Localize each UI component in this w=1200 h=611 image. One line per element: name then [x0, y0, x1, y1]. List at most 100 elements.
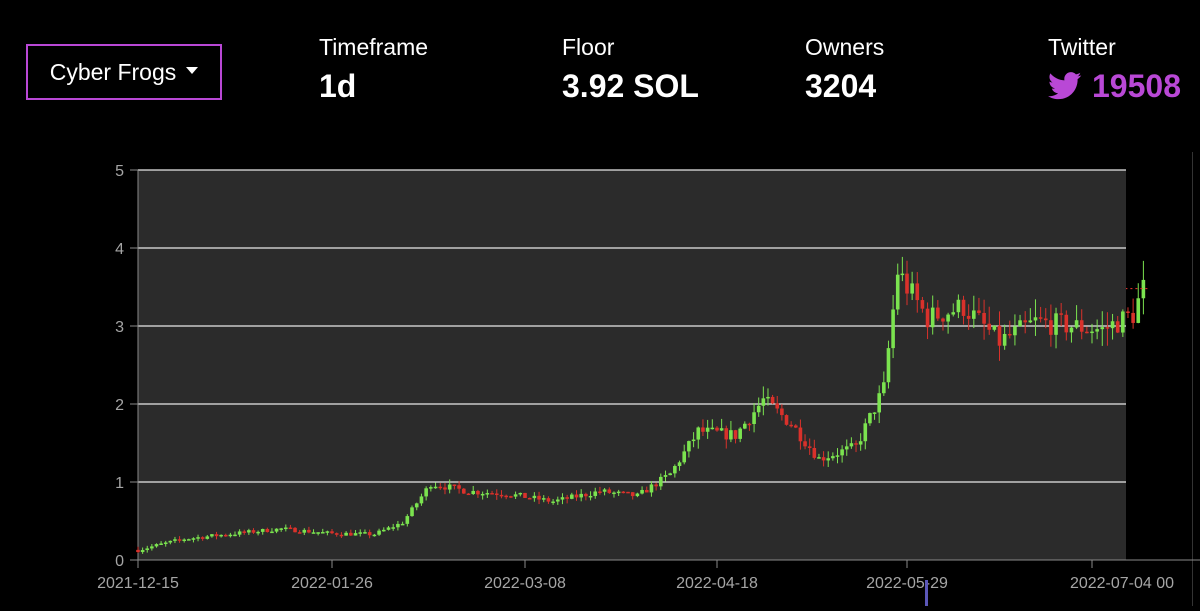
candle-body — [182, 539, 186, 541]
candle-body — [951, 312, 956, 315]
candle-body — [363, 532, 367, 534]
candle-body — [821, 457, 826, 461]
candle-body — [480, 493, 485, 496]
twitter-value-row[interactable]: 19508 — [1048, 68, 1181, 104]
candle-body — [523, 492, 527, 498]
candle-body — [405, 516, 410, 524]
candlestick-chart-svg[interactable]: 0 1 2 3 4 5 2021-12-15 2022-01-26 2022-03-08 2022… — [0, 150, 1200, 606]
candle-body — [223, 534, 228, 537]
candle-body — [900, 273, 905, 276]
candle-body — [946, 314, 950, 322]
candle-body — [565, 497, 569, 499]
candle-body — [621, 491, 626, 494]
candle-body — [593, 491, 598, 496]
candle-body — [136, 549, 140, 553]
candle-body — [729, 430, 733, 440]
candle-body — [400, 523, 405, 526]
stat-floor: Floor 3.92 SOL — [562, 34, 699, 104]
candle-body — [696, 427, 701, 440]
candle-body — [752, 412, 756, 425]
candle-body — [191, 538, 196, 540]
candle-body — [513, 494, 518, 497]
candle-body — [555, 499, 560, 502]
candle-body — [863, 423, 868, 442]
candle-body — [1007, 333, 1012, 336]
candle-body — [210, 534, 214, 537]
y-tick-label: 0 — [115, 553, 124, 570]
candle-body — [494, 493, 499, 496]
candle-body — [612, 492, 616, 495]
candle-body — [1069, 327, 1074, 333]
candle-body — [457, 485, 461, 489]
candle-body — [1002, 333, 1007, 346]
candle-body — [738, 428, 742, 439]
stat-twitter[interactable]: Twitter 19508 — [1048, 34, 1181, 104]
candle-body — [1085, 331, 1089, 334]
owners-label: Owners — [805, 34, 885, 60]
candle-body — [1023, 320, 1027, 323]
candle-body — [443, 487, 447, 490]
candle-body — [1074, 320, 1079, 328]
candle-body — [196, 537, 200, 539]
candle-body — [372, 534, 377, 537]
candle-body — [588, 495, 593, 498]
twitter-count: 19508 — [1092, 68, 1181, 104]
collection-dropdown[interactable]: Cyber Frogs — [26, 44, 222, 100]
candle-body — [288, 527, 293, 530]
candle-body — [956, 299, 961, 313]
candle-body — [961, 299, 966, 316]
candle-body — [419, 496, 424, 504]
stat-timeframe: Timeframe 1d — [319, 34, 428, 104]
candle-body — [367, 532, 372, 536]
candle-body — [391, 527, 395, 529]
candle-body — [527, 497, 532, 500]
candle-body — [1126, 311, 1130, 313]
candle-body — [644, 489, 649, 493]
twitter-bird-icon — [1048, 72, 1082, 100]
candle-body — [701, 427, 705, 432]
candle-body — [682, 451, 687, 463]
candle-body — [719, 428, 724, 431]
x-tick-label: 2022-05-29 — [866, 575, 948, 592]
candle-body — [447, 484, 452, 490]
candle-body — [1033, 317, 1038, 321]
candle-body — [228, 534, 233, 537]
x-tick-label: 2022-07-04 00 — [1070, 575, 1174, 592]
y-tick-label: 4 — [115, 241, 124, 258]
floor-value: 3.92 SOL — [562, 68, 699, 104]
candle-body — [532, 495, 537, 499]
y-tick-label: 2 — [115, 397, 124, 414]
candle-body — [649, 484, 654, 493]
candle-body — [997, 325, 1002, 346]
candle-body — [471, 490, 476, 494]
candle-body — [274, 528, 279, 532]
candle-body — [743, 423, 747, 429]
candle-body — [817, 457, 821, 459]
candle-body — [381, 529, 386, 532]
candle-body — [770, 396, 775, 404]
candle-body — [756, 405, 761, 413]
candle-body — [966, 315, 971, 319]
candle-body — [177, 539, 182, 541]
candle-body — [895, 274, 900, 310]
candle-body — [987, 323, 992, 330]
candle-body — [616, 491, 621, 494]
candle-body — [982, 312, 986, 324]
candle-body — [320, 532, 325, 534]
stat-owners: Owners 3204 — [805, 34, 884, 104]
candle-body — [854, 443, 858, 445]
candle-body — [826, 458, 831, 461]
candle-body — [789, 424, 793, 427]
candle-body — [200, 537, 205, 539]
candle-body — [150, 546, 154, 549]
candle-body — [163, 542, 168, 545]
candle-body — [673, 466, 677, 474]
candle-body — [972, 310, 976, 319]
candle-body — [325, 531, 330, 533]
candle-body — [504, 495, 508, 498]
price-chart[interactable]: 0 1 2 3 4 5 2021-12-15 2022-01-26 2022-03-08 2022… — [0, 150, 1200, 606]
candle-body — [747, 423, 752, 426]
candle-body — [574, 494, 579, 498]
candle-body — [780, 408, 784, 416]
candle-body — [915, 283, 920, 301]
